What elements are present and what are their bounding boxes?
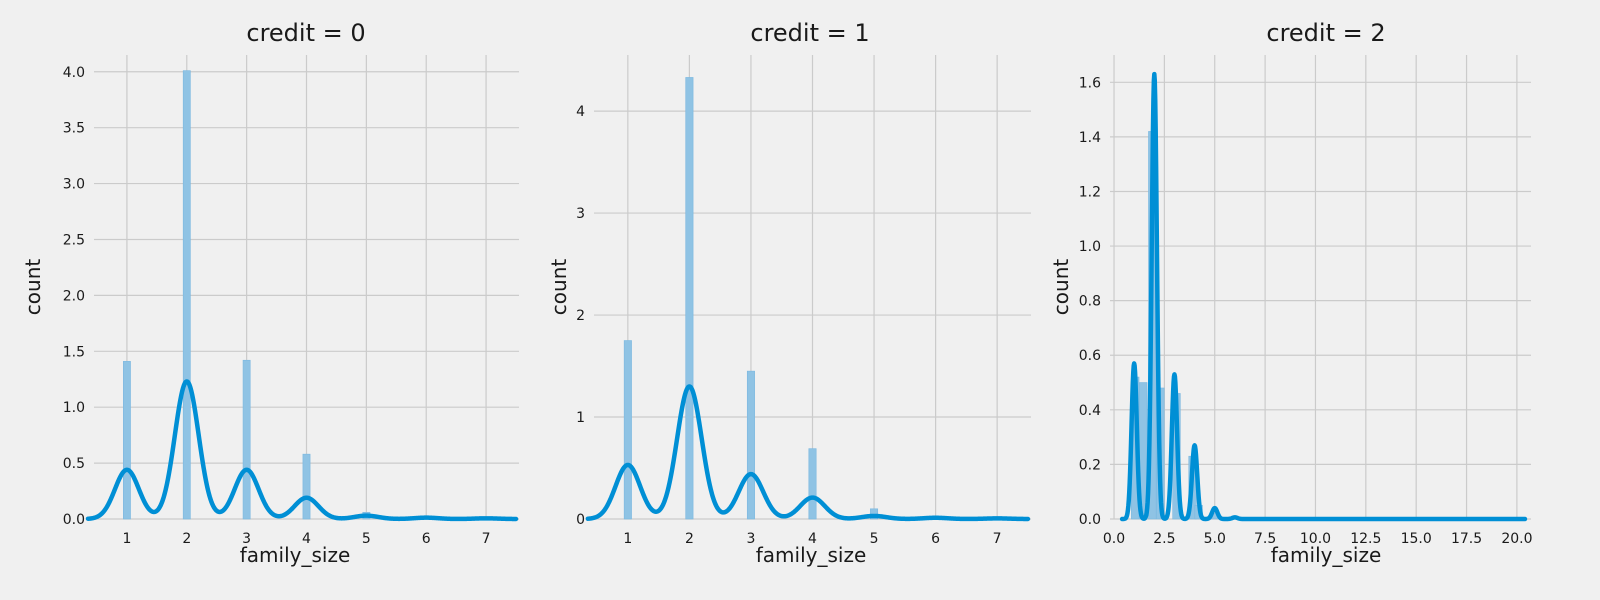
panel-title: credit = 1 — [750, 19, 869, 47]
x-tick-label: 6 — [931, 531, 940, 547]
y-tick-label: 1.4 — [1079, 130, 1101, 146]
kde-curve — [1119, 71, 1528, 522]
y-tick-label: 4.0 — [63, 65, 85, 81]
x-axis-label: family_size — [756, 543, 867, 567]
y-tick-label: 1.0 — [63, 400, 85, 416]
panel-credit-2: 0.0 2.5 5.0 7.5 10.0 12.5 15.0 17.5 20.0 0.0 0.2 0.… — [1049, 19, 1532, 567]
x-tick-label: 12.5 — [1350, 531, 1381, 547]
x-axis-label: family_size — [240, 543, 351, 567]
histogram-bar — [685, 77, 694, 520]
x-axis-label: family_size — [1271, 543, 1382, 567]
y-tick-label: 2 — [576, 308, 585, 324]
x-tick-label: 15.0 — [1401, 531, 1432, 547]
x-tick-label: 7 — [482, 531, 491, 547]
panel-title: credit = 2 — [1266, 19, 1385, 47]
y-tick-label: 0.8 — [1079, 294, 1101, 310]
y-tick-label: 1.5 — [63, 344, 85, 360]
histogram-bar — [623, 340, 632, 520]
x-tick-label: 17.5 — [1451, 531, 1482, 547]
x-tick-label: 3 — [746, 531, 755, 547]
panel-credit-1: 1 2 3 4 5 6 7 0 1 2 3 4 credit = 1 family_size coun… — [547, 19, 1031, 567]
y-tick-label: 0 — [576, 512, 585, 528]
histogram-bar — [808, 448, 817, 520]
y-axis-label: count — [1049, 259, 1073, 316]
y-tick-label: 1.2 — [1079, 184, 1101, 200]
x-tick-label: 6 — [422, 531, 431, 547]
panel-credit-0: 1 2 3 4 5 6 7 0.0 0.5 1.0 1.5 2.0 2.5 3.0 3.5 4.0 credi… — [21, 19, 519, 567]
x-tick-label: 3 — [242, 531, 251, 547]
histogram-bar — [242, 359, 251, 520]
x-tick-label: 5 — [362, 531, 371, 547]
histogram-bar — [182, 70, 191, 520]
y-tick-label: 1.0 — [1079, 239, 1101, 255]
x-tick-label: 7.5 — [1254, 531, 1276, 547]
y-axis-label: count — [21, 259, 45, 316]
kde-curve — [585, 384, 1031, 522]
x-tick-label: 2 — [182, 531, 191, 547]
y-tick-label: 0.2 — [1079, 457, 1101, 473]
x-tick-label: 2.5 — [1153, 531, 1175, 547]
y-axis-label: count — [547, 259, 571, 316]
y-tick-label: 1 — [576, 410, 585, 426]
y-tick-label: 0.6 — [1079, 348, 1101, 364]
kde-curve — [85, 379, 519, 522]
y-tick-label: 3.5 — [63, 121, 85, 137]
x-tick-label: 20.0 — [1501, 531, 1532, 547]
x-tick-label: 5.0 — [1204, 531, 1226, 547]
y-tick-label: 2.0 — [63, 288, 85, 304]
y-tick-label: 0.5 — [63, 456, 85, 472]
x-tick-label: 5 — [870, 531, 879, 547]
y-tick-label: 0.0 — [63, 512, 85, 528]
y-tick-label: 3.0 — [63, 177, 85, 193]
x-tick-label: 2 — [685, 531, 694, 547]
x-tick-label: 0.0 — [1103, 531, 1125, 547]
histogram-bar — [302, 453, 311, 520]
histogram-bar — [746, 370, 755, 520]
x-tick-label: 7 — [993, 531, 1002, 547]
y-tick-label: 1.6 — [1079, 75, 1101, 91]
y-tick-label: 2.5 — [63, 232, 85, 248]
y-tick-label: 4 — [576, 104, 585, 120]
y-tick-label: 0.4 — [1079, 403, 1101, 419]
x-tick-label: 1 — [122, 531, 131, 547]
x-tick-label: 4 — [302, 531, 311, 547]
y-tick-label: 3 — [576, 206, 585, 222]
x-tick-label: 4 — [808, 531, 817, 547]
histogram-bar — [123, 361, 131, 520]
panel-title: credit = 0 — [246, 19, 365, 47]
x-tick-label: 1 — [623, 531, 632, 547]
y-tick-label: 0.0 — [1079, 512, 1101, 528]
x-tick-label: 10.0 — [1300, 531, 1331, 547]
